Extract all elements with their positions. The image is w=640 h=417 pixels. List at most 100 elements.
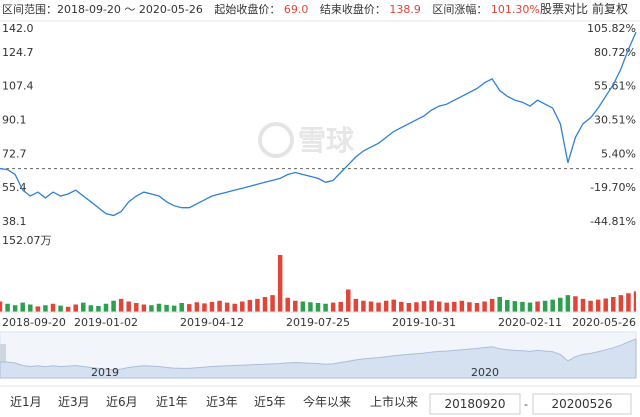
date-input[interactable]	[429, 393, 521, 415]
range-button[interactable]: 上市以来	[370, 394, 418, 409]
volume-bar	[12, 305, 18, 312]
volume-bar	[308, 302, 313, 312]
volume-bar	[285, 297, 290, 312]
range-text: 区间范围：2018-09-20 ～ 2020-05-26	[2, 2, 203, 16]
volume-bar	[118, 298, 124, 312]
compare-button[interactable]: 股票对比	[540, 2, 588, 16]
volume-bar	[467, 302, 472, 312]
x-tick-label: 2019-10-31	[392, 316, 456, 329]
volume-bar	[421, 301, 427, 312]
volume-bar	[73, 304, 78, 312]
volume-bar	[376, 302, 381, 312]
y-tick-label: 142.0	[2, 22, 34, 35]
navigator-area	[0, 338, 637, 379]
volume-bar	[28, 304, 33, 312]
volume-bar	[103, 303, 109, 312]
volume-bar	[474, 303, 480, 312]
volume-bar	[361, 300, 366, 312]
volume-bar	[65, 306, 71, 312]
volume-bar	[156, 303, 162, 312]
volume-bar	[414, 302, 419, 312]
x-tick-label: 2019-07-25	[286, 316, 350, 329]
navigator-handle[interactable]	[0, 344, 6, 364]
change-value: 101.30%	[491, 3, 540, 16]
volume-bar	[141, 304, 147, 312]
date-from: 20180920	[444, 397, 505, 411]
volume-bar	[535, 301, 540, 312]
navigator-label: 2019	[91, 366, 119, 379]
volume-bar	[611, 297, 616, 312]
start-value: 69.0	[284, 3, 309, 16]
date-separator: -	[524, 398, 528, 411]
header-info: 区间范围：2018-09-20 ～ 2020-05-26 起始收盘价： 69.0…	[2, 2, 540, 16]
x-tick-label: 2020-05-26	[572, 316, 636, 329]
volume-bar	[399, 301, 404, 312]
y-tick-label: 124.7	[2, 46, 34, 59]
end-value: 138.9	[389, 3, 421, 16]
range-button[interactable]: 近3月	[58, 395, 90, 409]
volume-bar	[179, 303, 184, 312]
volume-bar	[368, 301, 374, 312]
x-tick-label: 2020-02-11	[498, 316, 562, 329]
volume-bar	[565, 295, 571, 312]
volume-bar	[111, 300, 116, 312]
volume-bar	[482, 301, 487, 312]
y-tick-label: 107.4	[2, 80, 34, 93]
volume-bar	[588, 300, 593, 312]
y-tick-label: 55.4	[2, 181, 27, 194]
volume-bar	[618, 295, 624, 312]
adjust-button[interactable]: 前复权	[592, 1, 628, 16]
change-label: 区间涨幅：	[432, 3, 487, 16]
volume-bar	[232, 303, 237, 312]
volume-bar	[512, 301, 518, 312]
range-button[interactable]: 近3年	[206, 395, 238, 409]
volume-bar	[315, 303, 321, 312]
volume-bar	[489, 298, 495, 312]
volume-bar	[300, 301, 306, 312]
volume-bar	[96, 306, 101, 312]
volume-bar	[346, 289, 351, 312]
volume-bar	[558, 297, 563, 312]
volume-bar	[43, 305, 48, 312]
y2-tick-label: -19.70%	[590, 181, 636, 194]
volume-bar	[202, 303, 207, 312]
range-button[interactable]: 近5年	[254, 395, 286, 409]
watermark-logo	[258, 122, 294, 158]
volume-bar	[338, 301, 343, 312]
price-line	[0, 31, 637, 217]
volume-bar	[270, 295, 275, 312]
volume-bar	[391, 299, 396, 312]
range-button[interactable]: 近6月	[106, 395, 138, 409]
volume-bar	[293, 300, 298, 312]
volume-bar	[240, 301, 245, 312]
volume-bar	[505, 300, 510, 312]
volume-bar	[353, 298, 359, 312]
range-button[interactable]: 近1年	[156, 395, 188, 409]
volume-bar	[187, 304, 192, 312]
volume-bar	[0, 301, 3, 312]
range-button[interactable]: 今年以来	[303, 394, 351, 409]
date-input[interactable]	[532, 393, 632, 415]
y2-tick-label: 5.40%	[601, 147, 636, 160]
volume-bar	[633, 291, 636, 312]
volume-bar	[164, 304, 169, 312]
volume-bar	[88, 305, 94, 312]
volume-bar	[126, 301, 131, 312]
volume-bar	[603, 298, 608, 312]
volume-bar	[20, 302, 25, 312]
volume-bar	[626, 293, 631, 312]
y2-tick-label: 55.61%	[594, 80, 636, 93]
volume-bar	[255, 298, 260, 312]
volume-bar	[217, 300, 222, 312]
x-tick-label: 2018-09-20	[2, 316, 66, 329]
y-tick-label: 90.1	[2, 113, 27, 126]
volume-bar	[520, 301, 525, 312]
volume-bar	[580, 298, 586, 312]
y2-tick-label: -44.81%	[590, 215, 636, 228]
end-label: 结束收盘价：	[320, 2, 386, 16]
volume-bar	[323, 303, 328, 312]
x-tick-label: 2019-01-02	[74, 316, 138, 329]
volume-bar	[595, 299, 601, 312]
y-tick-label: 38.1	[2, 215, 27, 228]
range-button[interactable]: 近1月	[10, 395, 42, 409]
